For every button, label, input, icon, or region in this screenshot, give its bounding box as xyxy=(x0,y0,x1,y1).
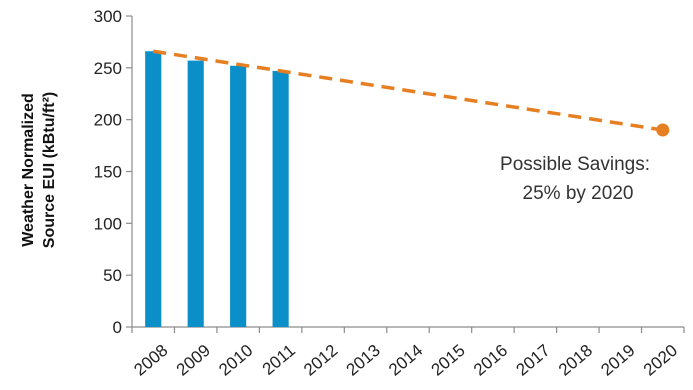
bar-2009 xyxy=(187,60,204,328)
y-tick-label: 300 xyxy=(94,7,122,26)
bar-2011 xyxy=(272,70,289,328)
y-tick-labels: 0 50 100 150 200 250 300 xyxy=(94,7,122,337)
x-tick-label: 2019 xyxy=(597,341,638,380)
y-tick-label: 250 xyxy=(94,59,122,78)
y-tick-label: 100 xyxy=(94,214,122,233)
x-tick-label: 2020 xyxy=(640,341,681,380)
y-tick-label: 200 xyxy=(94,111,122,130)
y-axis-label-line-1: Weather Normalized xyxy=(20,93,37,247)
x-tick-label: 2011 xyxy=(259,341,299,379)
x-tick-label: 2018 xyxy=(555,341,596,380)
savings-annotation-line-2: 25% by 2020 xyxy=(523,183,634,204)
x-tick-label: 2012 xyxy=(300,341,341,380)
x-tick-label: 2009 xyxy=(173,341,214,380)
x-tick-label: 2014 xyxy=(385,341,426,380)
y-tick-label: 150 xyxy=(94,163,122,182)
x-tick-label: 2016 xyxy=(470,341,511,380)
x-tick-label: 2017 xyxy=(512,341,553,380)
bar-2010 xyxy=(230,65,247,327)
x-tick-label: 2013 xyxy=(343,341,384,380)
y-tick-label: 50 xyxy=(103,266,122,285)
x-tick-label: 2010 xyxy=(215,341,256,380)
x-tick-label: 2008 xyxy=(130,341,171,380)
bars xyxy=(145,51,289,328)
savings-annotation-line-1: Possible Savings: xyxy=(500,154,650,175)
x-tick-label: 2015 xyxy=(428,341,469,380)
y-axis-label-line-2: Source EUI (kBtu/ft²) xyxy=(41,92,58,248)
y-tick-label: 0 xyxy=(113,318,122,337)
savings-trend-dashed-line xyxy=(152,49,664,132)
x-tick-labels: 2008 2009 2010 2011 2012 2013 2014 2015 2016 2017… xyxy=(130,341,681,380)
trend-line xyxy=(152,49,670,137)
axes xyxy=(126,15,685,333)
bar-2008 xyxy=(145,51,162,327)
target-2020-marker xyxy=(656,123,670,137)
